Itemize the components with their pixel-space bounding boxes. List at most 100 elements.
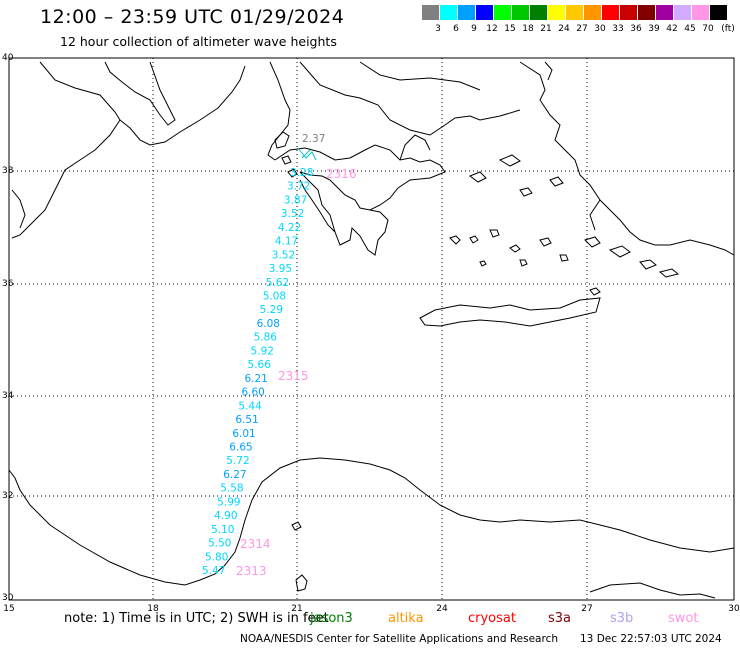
wave-height-label: 4.90 [214,510,237,522]
wave-height-label: 5.44 [238,400,262,412]
legend-label: 42 [666,24,678,34]
legend-label: 33 [612,24,624,34]
legend-label: 3 [435,24,441,34]
legend-swatch [494,5,511,20]
coastlines [8,61,735,599]
wave-height-label: 3.52 [272,249,295,261]
wave-height-label: 6.01 [232,428,255,440]
wave-height-label: 5.86 [254,332,278,344]
map-subtitle: 12 hour collection of altimeter wave hei… [60,34,337,49]
wave-height-label: 5.80 [205,551,228,563]
latitude-label: 32 [2,491,13,501]
latitude-label: 30 [2,593,14,603]
altimeter-track: 2.373.283.723.873.524.224.173.523.955.62… [202,133,325,577]
map-frame [8,57,735,601]
wave-height-label: 6.65 [229,441,252,453]
wave-height-label: 3.28 [290,167,313,179]
track-time-label: 2316 [326,167,357,181]
wave-height-label: 5.99 [217,496,240,508]
wave-height-label: 3.95 [269,263,292,275]
legend-swatch [422,5,439,20]
wave-height-label: 4.17 [275,236,298,248]
wave-height-label: 2.37 [302,133,325,145]
legend-swatch [512,5,529,20]
latitude-label: 38 [2,166,14,176]
wave-height-label: 3.52 [281,208,304,220]
longitude-label: 24 [436,604,448,614]
track-time-label: 2315 [278,369,309,383]
ionian-islands [274,131,298,178]
satellite-name: cryosat [468,611,516,626]
legend-swatch [566,5,583,20]
legend-label: 30 [594,24,606,34]
wave-height-label: 6.27 [223,469,246,481]
track-time-label: 2314 [240,537,271,551]
legend-label: 18 [522,24,534,34]
legend-label: 24 [558,24,570,34]
wave-height-label: 5.29 [260,304,283,316]
longitude-label: 18 [147,604,159,614]
track-start-marker [297,147,317,161]
wave-height-label: 6.51 [235,414,258,426]
wave-height-label: 3.87 [284,194,307,206]
wave-height-label: 5.50 [208,538,231,550]
map-title: 12:00 – 23:59 UTC 01/29/2024 [40,6,345,28]
latitude-label: 36 [2,279,14,289]
legend-label: 45 [684,24,696,34]
wave-height-label: 5.62 [266,277,289,289]
wave-height-label: 5.08 [263,291,286,303]
legend-swatch [710,5,727,20]
latitude-label: 40 [2,53,14,63]
longitude-label: 21 [291,604,302,614]
grid-lines [9,58,734,600]
credit-line: NOAA/NESDIS Center for Satellite Applica… [240,633,558,645]
longitude-label: 30 [728,604,740,614]
wave-height-label: 5.72 [226,455,249,467]
legend-label: 21 [540,24,552,34]
latitude-label: 34 [2,391,14,401]
legend-swatch [530,5,547,20]
wave-height-label: 6.60 [241,387,264,399]
legend-swatch [548,5,565,20]
legend-swatch [692,5,709,20]
wave-height-label: 4.22 [278,222,301,234]
legend-swatch [674,5,691,20]
satellite-name: altika [388,611,424,626]
wave-height-label: 6.08 [257,318,280,330]
legend-label: 27 [576,24,588,34]
legend-swatch [620,5,637,20]
longitude-labels: 15 18 21 24 27 30 [3,604,740,614]
wave-height-label: 5.66 [248,359,272,371]
footer-note: note: 1) Time is in UTC; 2) SWH is in fe… [64,611,329,626]
legend-label: 36 [630,24,642,34]
legend-label: 15 [504,24,516,34]
legend-swatch [476,5,493,20]
legend-swatch [440,5,457,20]
wave-height-label: 3.72 [287,181,310,193]
credit-timestamp: 13 Dec 22:57:03 UTC 2024 [580,633,722,645]
track-time-label: 2313 [236,564,267,578]
legend-swatch [458,5,475,20]
legend-swatch [584,5,601,20]
satellite-name: s3a [548,611,572,626]
satellite-name: swot [668,611,699,626]
legend-swatch [656,5,673,20]
satellite-name: jason3 [310,611,353,626]
wave-height-label: 5.10 [211,524,234,536]
legend-label: 39 [648,24,660,34]
legend-swatch [638,5,655,20]
legend-unit: (ft) [721,24,735,34]
legend-swatch [602,5,619,20]
longitude-label: 15 [3,604,14,614]
wave-height-label: 5.92 [251,345,274,357]
wave-height-label: 5.58 [220,483,243,495]
legend-label: 6 [453,24,459,34]
satellite-name: s3b [610,611,634,626]
legend-label: 12 [486,24,498,34]
track-time-labels: 2316 2315 2314 2313 [236,167,357,578]
longitude-label: 27 [581,604,592,614]
wave-height-label: 5.47 [202,565,225,577]
legend-label: 70 [702,24,714,34]
latitude-labels: 40 38 36 34 32 30 [2,53,14,603]
